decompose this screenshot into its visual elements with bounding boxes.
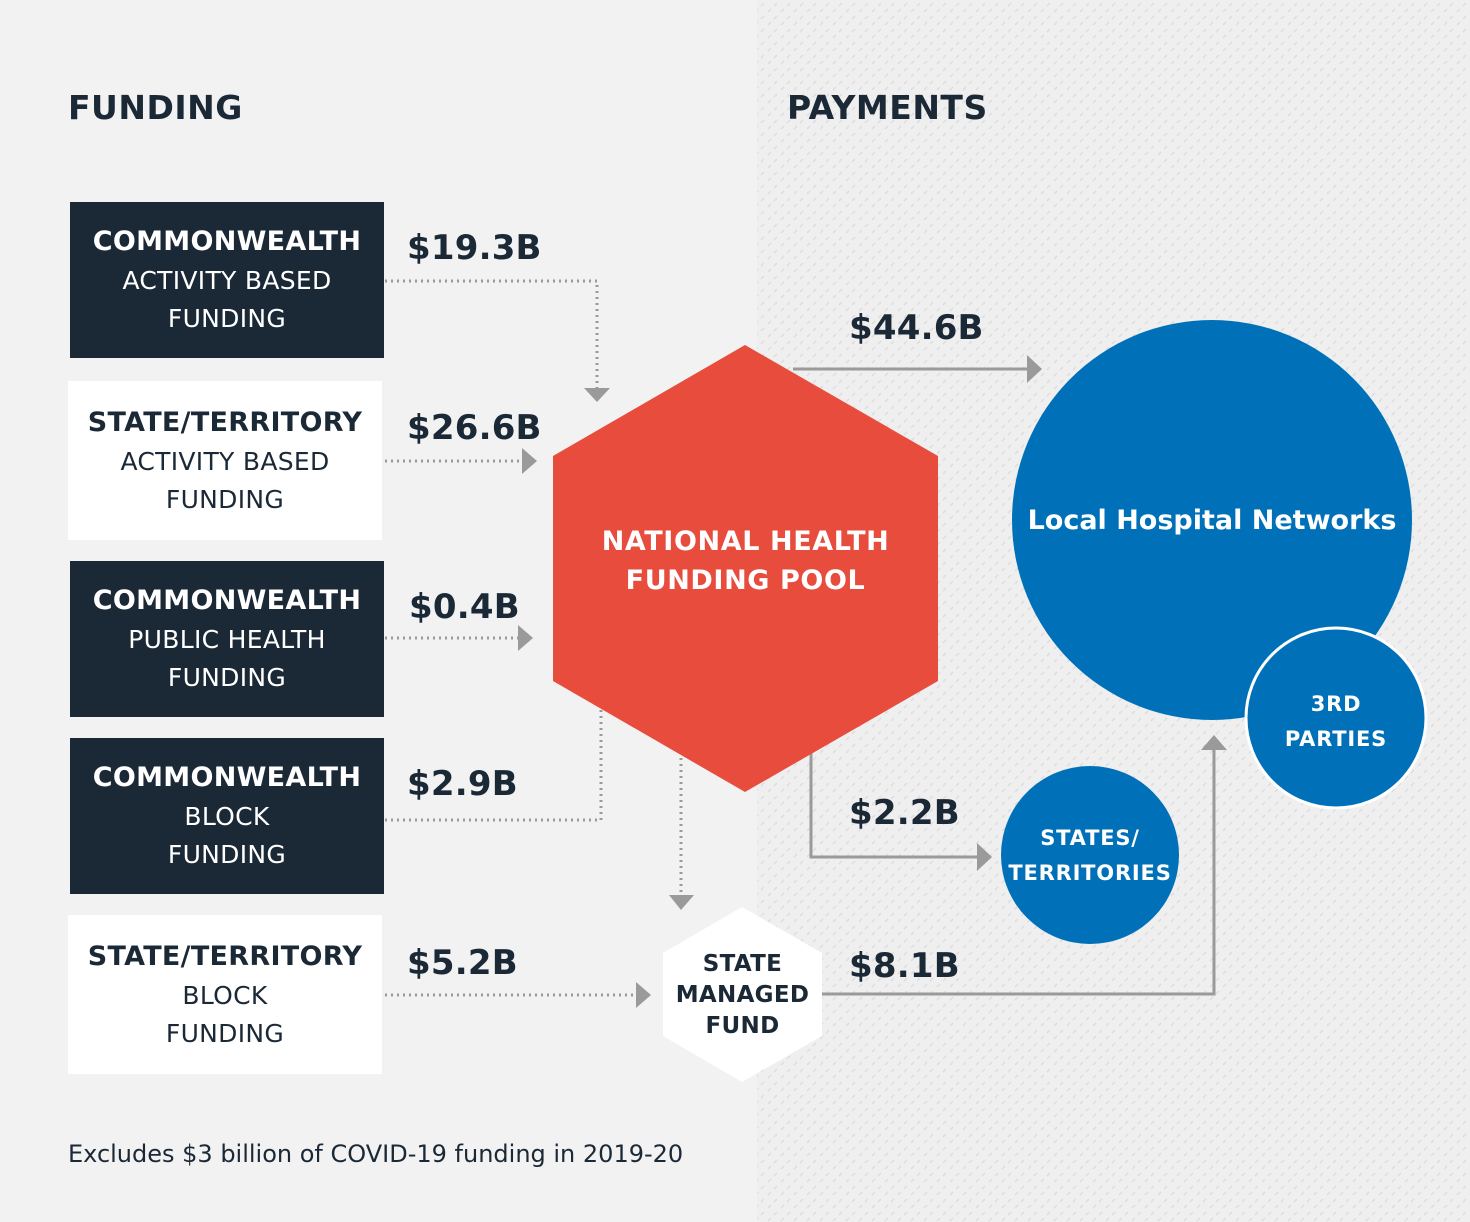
third-parties-circle: [1244, 626, 1428, 810]
source-title: COMMONWEALTH: [92, 762, 362, 793]
source-line: ACTIVITY BASED: [122, 266, 332, 295]
funding-pool-hexagon: [553, 345, 938, 792]
fund-line: FUND: [705, 1013, 780, 1039]
third-parties-line: 3RD: [1310, 692, 1362, 716]
third-parties-label: 3RD PARTIES: [1246, 687, 1426, 757]
source-line: FUNDING: [165, 1018, 285, 1048]
state-managed-fund-label: STATE MANAGED FUND: [663, 949, 822, 1042]
source-state-abf: STATE/TERRITORY ACTIVITY BASED FUNDING: [68, 381, 382, 540]
arrow-to-states: [809, 745, 977, 859]
source-commonwealth-abf: COMMONWEALTH ACTIVITY BASED FUNDING: [70, 202, 384, 358]
fund-line: MANAGED: [675, 982, 810, 1008]
states-territories-circle: [1001, 766, 1179, 944]
payments-heading: PAYMENTS: [787, 88, 988, 127]
payment-arrowheads: [977, 355, 1227, 871]
source-line: FUNDING: [167, 840, 287, 869]
fund-line: STATE: [702, 951, 783, 977]
third-parties-line: PARTIES: [1284, 727, 1388, 751]
lhn-label: Local Hospital Networks: [1027, 505, 1397, 536]
amount-commonwealth-public-health: $0.4B: [409, 587, 520, 627]
funding-pool-label: NATIONAL HEALTH FUNDING POOL: [553, 522, 938, 600]
source-title: COMMONWEALTH: [92, 226, 362, 257]
amount-commonwealth-block: $2.9B: [407, 764, 518, 804]
state-managed-fund-hexagon: [663, 907, 822, 1082]
payment-arrows: [793, 367, 1216, 996]
amount-to-states: $2.2B: [849, 793, 960, 833]
arrow-fund-to-recipients: [822, 750, 1216, 996]
source-line: PUBLIC HEALTH: [128, 625, 326, 654]
footnote: Excludes $3 billion of COVID-19 funding …: [68, 1140, 684, 1168]
amount-to-lhn: $44.6B: [849, 308, 984, 348]
amount-commonwealth-abf: $19.3B: [407, 228, 542, 268]
source-line: FUNDING: [167, 304, 287, 333]
source-line: BLOCK: [182, 980, 268, 1010]
pool-line: FUNDING POOL: [625, 565, 866, 596]
amount-from-fund: $8.1B: [849, 946, 960, 986]
source-line: BLOCK: [184, 802, 270, 831]
source-commonwealth-public-health: COMMONWEALTH PUBLIC HEALTH FUNDING: [70, 561, 384, 717]
states-line: TERRITORIES: [1008, 861, 1172, 885]
amount-state-block: $5.2B: [407, 943, 518, 983]
source-title: COMMONWEALTH: [92, 585, 362, 616]
arrow-commonwealth-abf: [385, 279, 599, 388]
source-line: ACTIVITY BASED: [120, 446, 330, 476]
states-line: STATES/: [1040, 826, 1140, 850]
funding-heading: FUNDING: [68, 88, 243, 127]
pool-line: NATIONAL HEALTH: [601, 526, 890, 557]
states-territories-label: STATES/ TERRITORIES: [1001, 821, 1179, 891]
source-line: FUNDING: [167, 663, 287, 692]
source-line: FUNDING: [165, 484, 285, 514]
lhn-circle: [1012, 320, 1412, 720]
source-commonwealth-block: COMMONWEALTH BLOCK FUNDING: [70, 738, 384, 894]
amount-state-abf: $26.6B: [407, 408, 542, 448]
source-title: STATE/TERRITORY: [87, 940, 363, 972]
funding-arrowheads: [518, 388, 694, 1008]
source-title: STATE/TERRITORY: [87, 406, 363, 438]
source-state-block: STATE/TERRITORY BLOCK FUNDING: [68, 915, 382, 1074]
